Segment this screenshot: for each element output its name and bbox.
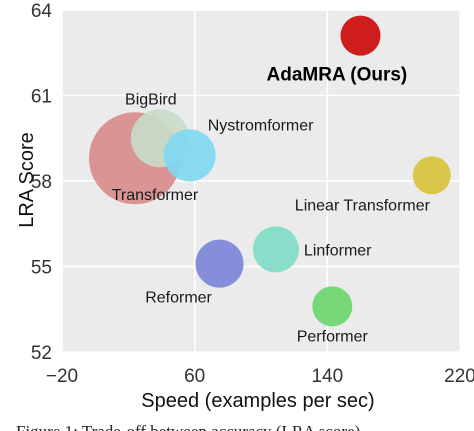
y-tick-label: 61 [31,87,52,108]
point-adamra-ours [340,15,381,56]
point-label: Transformer [112,187,199,204]
y-tick-label: 55 [31,258,52,279]
x-axis-title: Speed (examples per sec) [141,390,374,412]
point-labels: Transformer BigBird Nystromformer AdaMRA (O… [112,65,431,346]
x-tick-label: 220 [444,366,474,387]
point-label: Nystromformer [208,117,314,134]
point-label: BigBird [125,91,177,108]
x-tick-label: 60 [184,366,205,387]
x-tick-label: −20 [46,366,78,387]
y-tick-label: 52 [31,343,52,364]
y-tick-label: 64 [31,1,53,22]
point-label: Linformer [304,242,372,259]
data-points [88,15,451,327]
x-tick-label: 140 [311,366,343,387]
point-nystromformer [163,129,216,182]
figure-caption: Figure 1: Trade-off between accuracy (LR… [16,422,360,431]
point-label: Linear Transformer [295,197,431,214]
axis-ticks: −20 60 140 220 52 55 58 61 64 [31,1,474,387]
point-linformer [252,226,299,273]
point-linear-transformer [412,156,451,195]
y-tick-label: 58 [31,172,52,193]
point-performer [312,286,353,327]
point-reformer [195,239,244,288]
point-label: Reformer [145,290,212,307]
point-label: AdaMRA (Ours) [267,65,408,86]
y-axis-title: LRA Score [16,132,38,228]
point-label: Performer [297,328,369,345]
